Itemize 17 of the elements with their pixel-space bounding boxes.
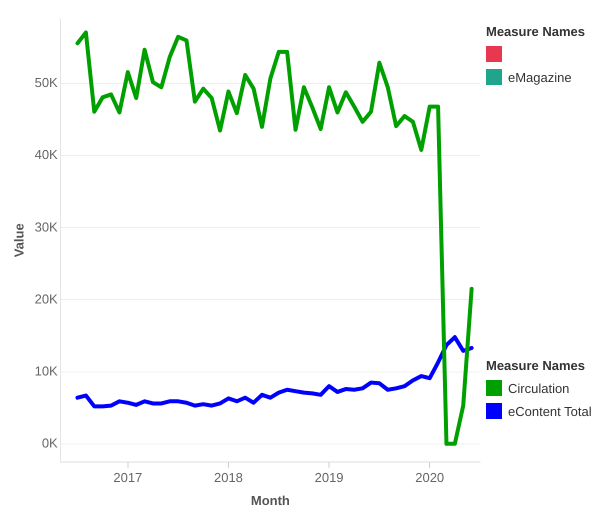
y-tick-label: 20K xyxy=(34,291,58,306)
legend-label: eMagazine xyxy=(508,70,572,84)
y-tick-label: 30K xyxy=(34,219,58,234)
y-tick-label: 0K xyxy=(42,435,58,450)
legend-title: Measure Names xyxy=(486,24,586,39)
x-tick-label: 2017 xyxy=(113,470,142,486)
legend-label: Circulation xyxy=(508,380,570,396)
x-tick-label: 2019 xyxy=(314,470,344,486)
text: Measure Names xyxy=(486,358,585,373)
x-tick-label: 2018 xyxy=(214,470,243,486)
y-axis-title: Value xyxy=(11,223,26,258)
x-tick-label: 2020 xyxy=(415,470,444,486)
y-tick-label: 40K xyxy=(34,147,58,162)
y-tick-label: 10K xyxy=(34,363,58,378)
x-axis-title: Month xyxy=(250,492,290,508)
y-tick-label: 50K xyxy=(34,75,58,90)
legend-label: eContent Total xyxy=(508,404,592,418)
